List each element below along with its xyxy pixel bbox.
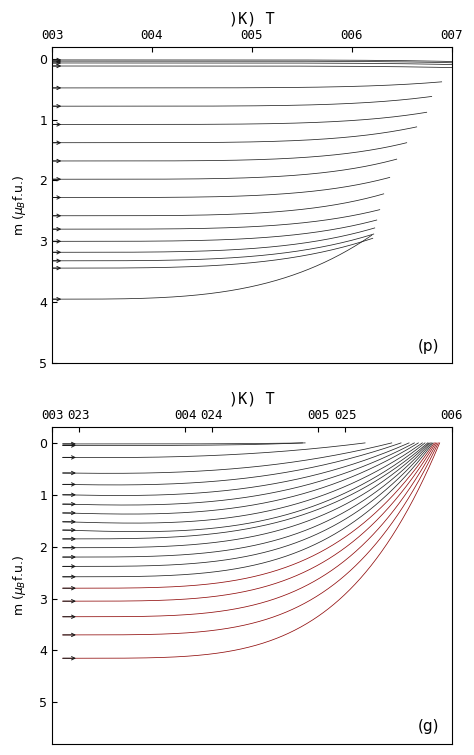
Y-axis label: m ($\mu_B$f.u.): m ($\mu_B$f.u.) xyxy=(11,174,28,236)
Text: (p): (p) xyxy=(418,338,440,353)
Y-axis label: m ($\mu_B$f.u.): m ($\mu_B$f.u.) xyxy=(11,555,28,616)
X-axis label: )K) T: )K) T xyxy=(229,392,274,407)
X-axis label: )K) T: )K) T xyxy=(229,11,274,26)
Text: (g): (g) xyxy=(418,720,440,735)
